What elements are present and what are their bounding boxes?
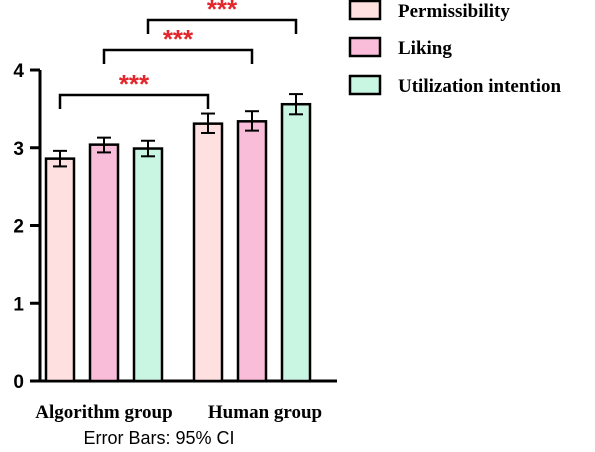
y-tick-label: 1 <box>13 294 24 315</box>
bar-permissibility-algorithm <box>44 157 76 383</box>
significance-bracket: *** <box>102 24 254 64</box>
legend: Permissibility Liking Utilization intentio… <box>348 0 562 97</box>
significance-bracket: *** <box>58 69 210 109</box>
legend-swatch <box>348 36 382 58</box>
significance-label: *** <box>163 24 194 54</box>
significance-bracket: *** <box>146 0 298 34</box>
significance-label: *** <box>119 69 150 99</box>
error-bar <box>289 93 303 116</box>
legend-label: Permissibility <box>398 1 510 22</box>
error-bar <box>245 110 259 132</box>
legend-swatch <box>348 74 382 96</box>
bar-permissibility-human <box>192 122 224 383</box>
error-bar <box>97 136 111 154</box>
error-bar <box>141 139 155 158</box>
bar-liking-human <box>236 120 268 383</box>
y-axis-ticks: 0 1 2 3 4 <box>13 61 40 393</box>
error-bar <box>53 149 67 168</box>
bar-utilization-intention-algorithm <box>132 147 164 383</box>
bar-liking-algorithm <box>88 143 120 383</box>
legend-item: Liking <box>348 36 452 59</box>
y-tick-label: 4 <box>13 61 24 82</box>
x-axis-categories: Algorithm group Human group <box>35 402 322 423</box>
legend-label: Liking <box>398 38 452 59</box>
x-category-label: Algorithm group <box>35 402 172 423</box>
legend-item: Utilization intention <box>348 74 562 97</box>
bar-utilization-intention-human <box>280 102 312 383</box>
significance-label: *** <box>207 0 238 24</box>
significance-brackets: *** *** *** <box>58 0 298 109</box>
legend-label: Utilization intention <box>398 76 562 97</box>
y-tick-label: 0 <box>13 372 24 393</box>
error-bars-note: Error Bars: 95% CI <box>83 428 234 448</box>
y-tick-label: 2 <box>13 217 24 238</box>
legend-swatch <box>348 0 382 21</box>
y-tick-label: 3 <box>13 139 24 160</box>
legend-item: Permissibility <box>348 0 510 22</box>
x-category-label: Human group <box>208 402 322 423</box>
error-bars <box>53 93 303 168</box>
error-bar <box>201 112 215 134</box>
bars <box>44 102 312 383</box>
